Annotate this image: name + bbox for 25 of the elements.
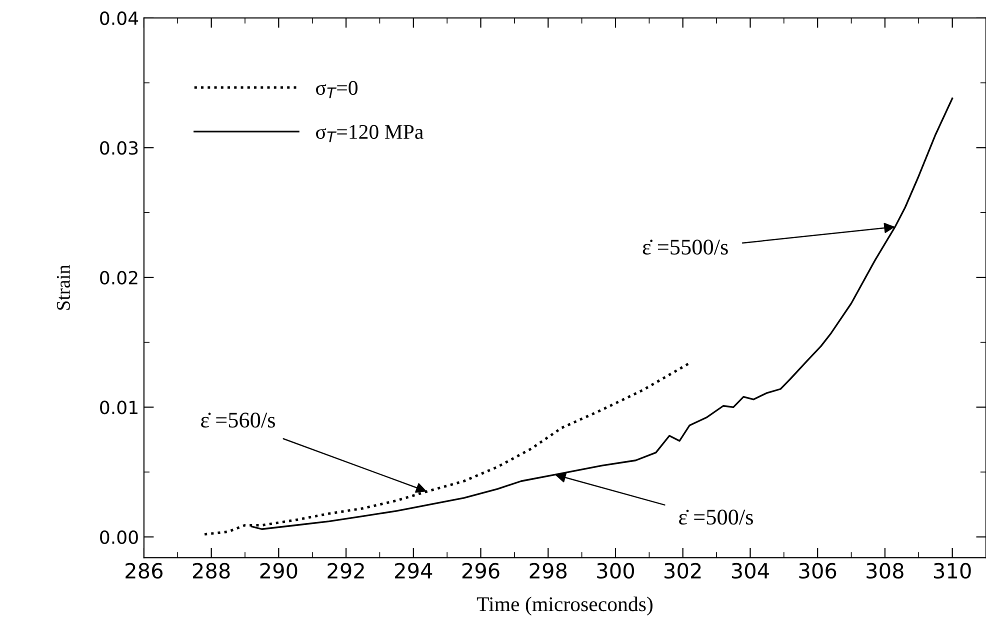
annotation: ε̇ =560/s xyxy=(201,412,275,428)
legend-label: σ$_{T}$=120 MPa xyxy=(316,124,424,142)
y-tick-label: 0.03 xyxy=(100,141,138,155)
y-tick-label: 0.01 xyxy=(100,400,138,414)
x-tick-label: 310 xyxy=(934,562,971,579)
x-tick-label: 308 xyxy=(866,562,904,579)
x-tick-label: 294 xyxy=(395,562,432,579)
y-tick-label: 0.02 xyxy=(100,270,138,285)
y-tick-label: 0.00 xyxy=(100,530,138,544)
x-tick-label: 292 xyxy=(328,562,364,579)
x-tick-label: 302 xyxy=(664,562,701,579)
x-tick-label: 300 xyxy=(597,562,634,579)
y-tick-label: 0.04 xyxy=(100,11,138,26)
x-tick-label: 286 xyxy=(126,562,163,579)
x-tick-label: 290 xyxy=(260,562,298,579)
x-tick-label: 288 xyxy=(192,562,230,579)
legend-label: σ$_{T}$=0 xyxy=(316,80,358,98)
x-axis-title: Time (microseconds) xyxy=(476,596,652,616)
x-tick-label: 304 xyxy=(732,562,769,579)
y-axis-title: Strain xyxy=(56,264,70,310)
x-tick-label: 296 xyxy=(462,562,500,579)
annotation: ε̇ =500/s xyxy=(679,510,753,525)
annotation: ε̇ =5500/s xyxy=(642,240,728,255)
x-tick-label: 306 xyxy=(799,562,836,579)
x-tick-label: 298 xyxy=(530,562,567,579)
